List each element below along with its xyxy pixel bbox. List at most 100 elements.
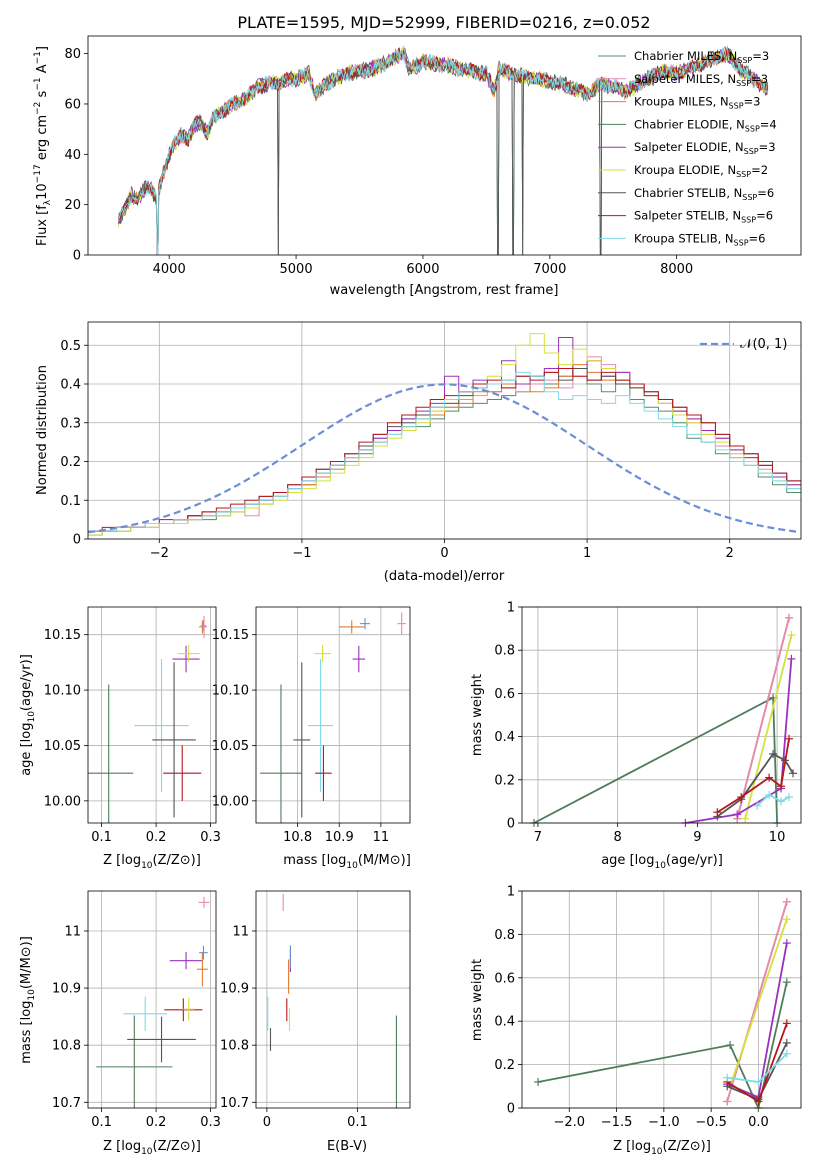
y-tick-label: 0.1: [60, 494, 81, 509]
y-tick-label: 80: [64, 47, 81, 62]
spectrum-y-label: Flux [fλ10−17 erg cm−2 s−1 A−1]: [33, 46, 53, 246]
spectrum-line: [118, 47, 769, 255]
z-age-y-label: age [log10(age/yr)]: [19, 654, 37, 776]
normal-curve: [88, 383, 799, 534]
legend-entry: Chabrier ELODIE, NSSP=4: [634, 117, 777, 133]
x-tick-label: −0.5: [695, 1115, 727, 1130]
y-tick-label: 0.4: [60, 378, 81, 393]
legend-entry: Salpeter STELIB, NSSP=6: [634, 209, 773, 225]
x-tick-label: −1.5: [601, 1115, 633, 1130]
x-tick-label: 7: [534, 830, 542, 845]
z-mass-x-label: Z [log10(Z/Z⊙)]: [103, 1139, 201, 1157]
weight-line: [736, 617, 790, 819]
y-tick-label: 10.05: [44, 739, 81, 754]
x-tick-label: 6000: [406, 262, 439, 277]
y-tick-label: 0.4: [494, 1015, 515, 1030]
mass-age-x-label: mass [log10(M/M⊙)]: [283, 853, 411, 871]
x-tick-label: 7000: [533, 262, 566, 277]
axes-frame: [521, 890, 802, 1109]
y-tick-label: 20: [64, 198, 81, 213]
y-tick-label: 1: [507, 601, 515, 616]
age-weight-x-label: age [log10(age/yr)]: [601, 853, 723, 871]
y-tick-label: 11: [232, 924, 249, 939]
residual-y-label: Normed distribution: [35, 365, 50, 495]
y-tick-label: 11: [64, 924, 81, 939]
y-tick-label: 10.9: [220, 982, 249, 997]
y-tick-label: 0.6: [494, 971, 515, 986]
y-tick-label: 0.6: [494, 687, 515, 702]
y-tick-label: 1: [507, 885, 515, 900]
x-tick-label: 0.1: [91, 830, 112, 845]
axes-frame: [87, 321, 802, 540]
x-tick-label: 0: [440, 546, 448, 561]
legend-entry: Kroupa MILES, NSSP=3: [634, 95, 760, 111]
y-tick-label: 10.8: [220, 1039, 249, 1054]
weight-line: [726, 901, 788, 1102]
x-tick-label: 0.3: [200, 1115, 221, 1130]
z-weight-x-label: Z [log10(Z/Z⊙)]: [613, 1139, 711, 1157]
x-tick-label: 0.1: [347, 1115, 368, 1130]
axes-frame: [255, 890, 411, 1109]
legend-entry: Kroupa ELODIE, NSSP=2: [634, 163, 768, 179]
mass-age-axes: [252, 607, 410, 827]
x-tick-label: −1.0: [648, 1115, 680, 1130]
axes-frame: [521, 606, 802, 824]
residual-axes: [84, 322, 801, 543]
y-tick-label: 0: [507, 817, 515, 832]
y-tick-label: 0.2: [494, 773, 515, 788]
spectrum-x-label: wavelength [Angstrom, rest frame]: [330, 283, 559, 298]
x-tick-label: 11: [373, 830, 390, 845]
axes-frame: [87, 890, 217, 1109]
y-tick-label: 0.2: [494, 1058, 515, 1073]
x-tick-label: 8000: [660, 262, 693, 277]
x-tick-label: 10.8: [283, 830, 312, 845]
z-age-axes: [84, 607, 216, 827]
y-tick-label: 60: [64, 97, 81, 112]
z-weight-y-label: mass weight: [470, 959, 485, 1041]
z-age-x-label: Z [log10(Z/Z⊙)]: [103, 853, 201, 871]
x-tick-label: 0: [263, 1115, 271, 1130]
y-tick-label: 10.8: [52, 1039, 81, 1054]
legend-entry: 𝒩(0, 1): [740, 337, 787, 352]
y-tick-label: 0.8: [494, 928, 515, 943]
x-tick-label: 0.2: [146, 830, 167, 845]
y-tick-label: 10.15: [212, 628, 249, 643]
z-weight-axes: [518, 890, 801, 1112]
weight-line: [685, 658, 793, 823]
spectrum-axes: [84, 45, 769, 259]
y-tick-label: 10.10: [44, 684, 81, 699]
x-tick-label: 0.2: [146, 1115, 167, 1130]
y-tick-label: 10.15: [44, 628, 81, 643]
x-tick-label: 2: [726, 546, 734, 561]
age-weight-y-label: mass weight: [470, 674, 485, 756]
x-tick-label: 0.0: [748, 1115, 769, 1130]
y-tick-label: 0.4: [494, 730, 515, 745]
weight-line: [744, 634, 793, 819]
x-tick-label: 10.9: [325, 830, 354, 845]
x-tick-label: 1: [583, 546, 591, 561]
y-tick-label: 10.00: [44, 794, 81, 809]
y-tick-label: 0: [73, 533, 81, 548]
y-tick-label: 0: [507, 1102, 515, 1117]
x-tick-label: 0.3: [200, 830, 221, 845]
legend-entry: Kroupa STELIB, NSSP=6: [634, 231, 765, 247]
weight-line: [756, 793, 790, 807]
y-tick-label: 10.10: [212, 684, 249, 699]
weight-line: [729, 918, 788, 1087]
x-tick-label: 8: [614, 830, 622, 845]
x-tick-label: 10: [769, 830, 786, 845]
x-tick-label: −2.0: [553, 1115, 585, 1130]
y-tick-label: 0.5: [60, 339, 81, 354]
axes-frame: [87, 606, 217, 824]
y-tick-label: 10.05: [212, 739, 249, 754]
x-tick-label: 4000: [153, 262, 186, 277]
legend-entry: Salpeter MILES, NSSP=3: [634, 72, 768, 88]
legend-entry: Chabrier STELIB, NSSP=6: [634, 186, 774, 202]
x-tick-label: 5000: [280, 262, 313, 277]
legend-entry: Chabrier MILES, NSSP=3: [634, 49, 769, 65]
x-tick-label: −2: [150, 546, 169, 561]
y-tick-label: 0.2: [60, 455, 81, 470]
age-weight-axes: [518, 606, 801, 827]
y-tick-label: 10.00: [212, 794, 249, 809]
